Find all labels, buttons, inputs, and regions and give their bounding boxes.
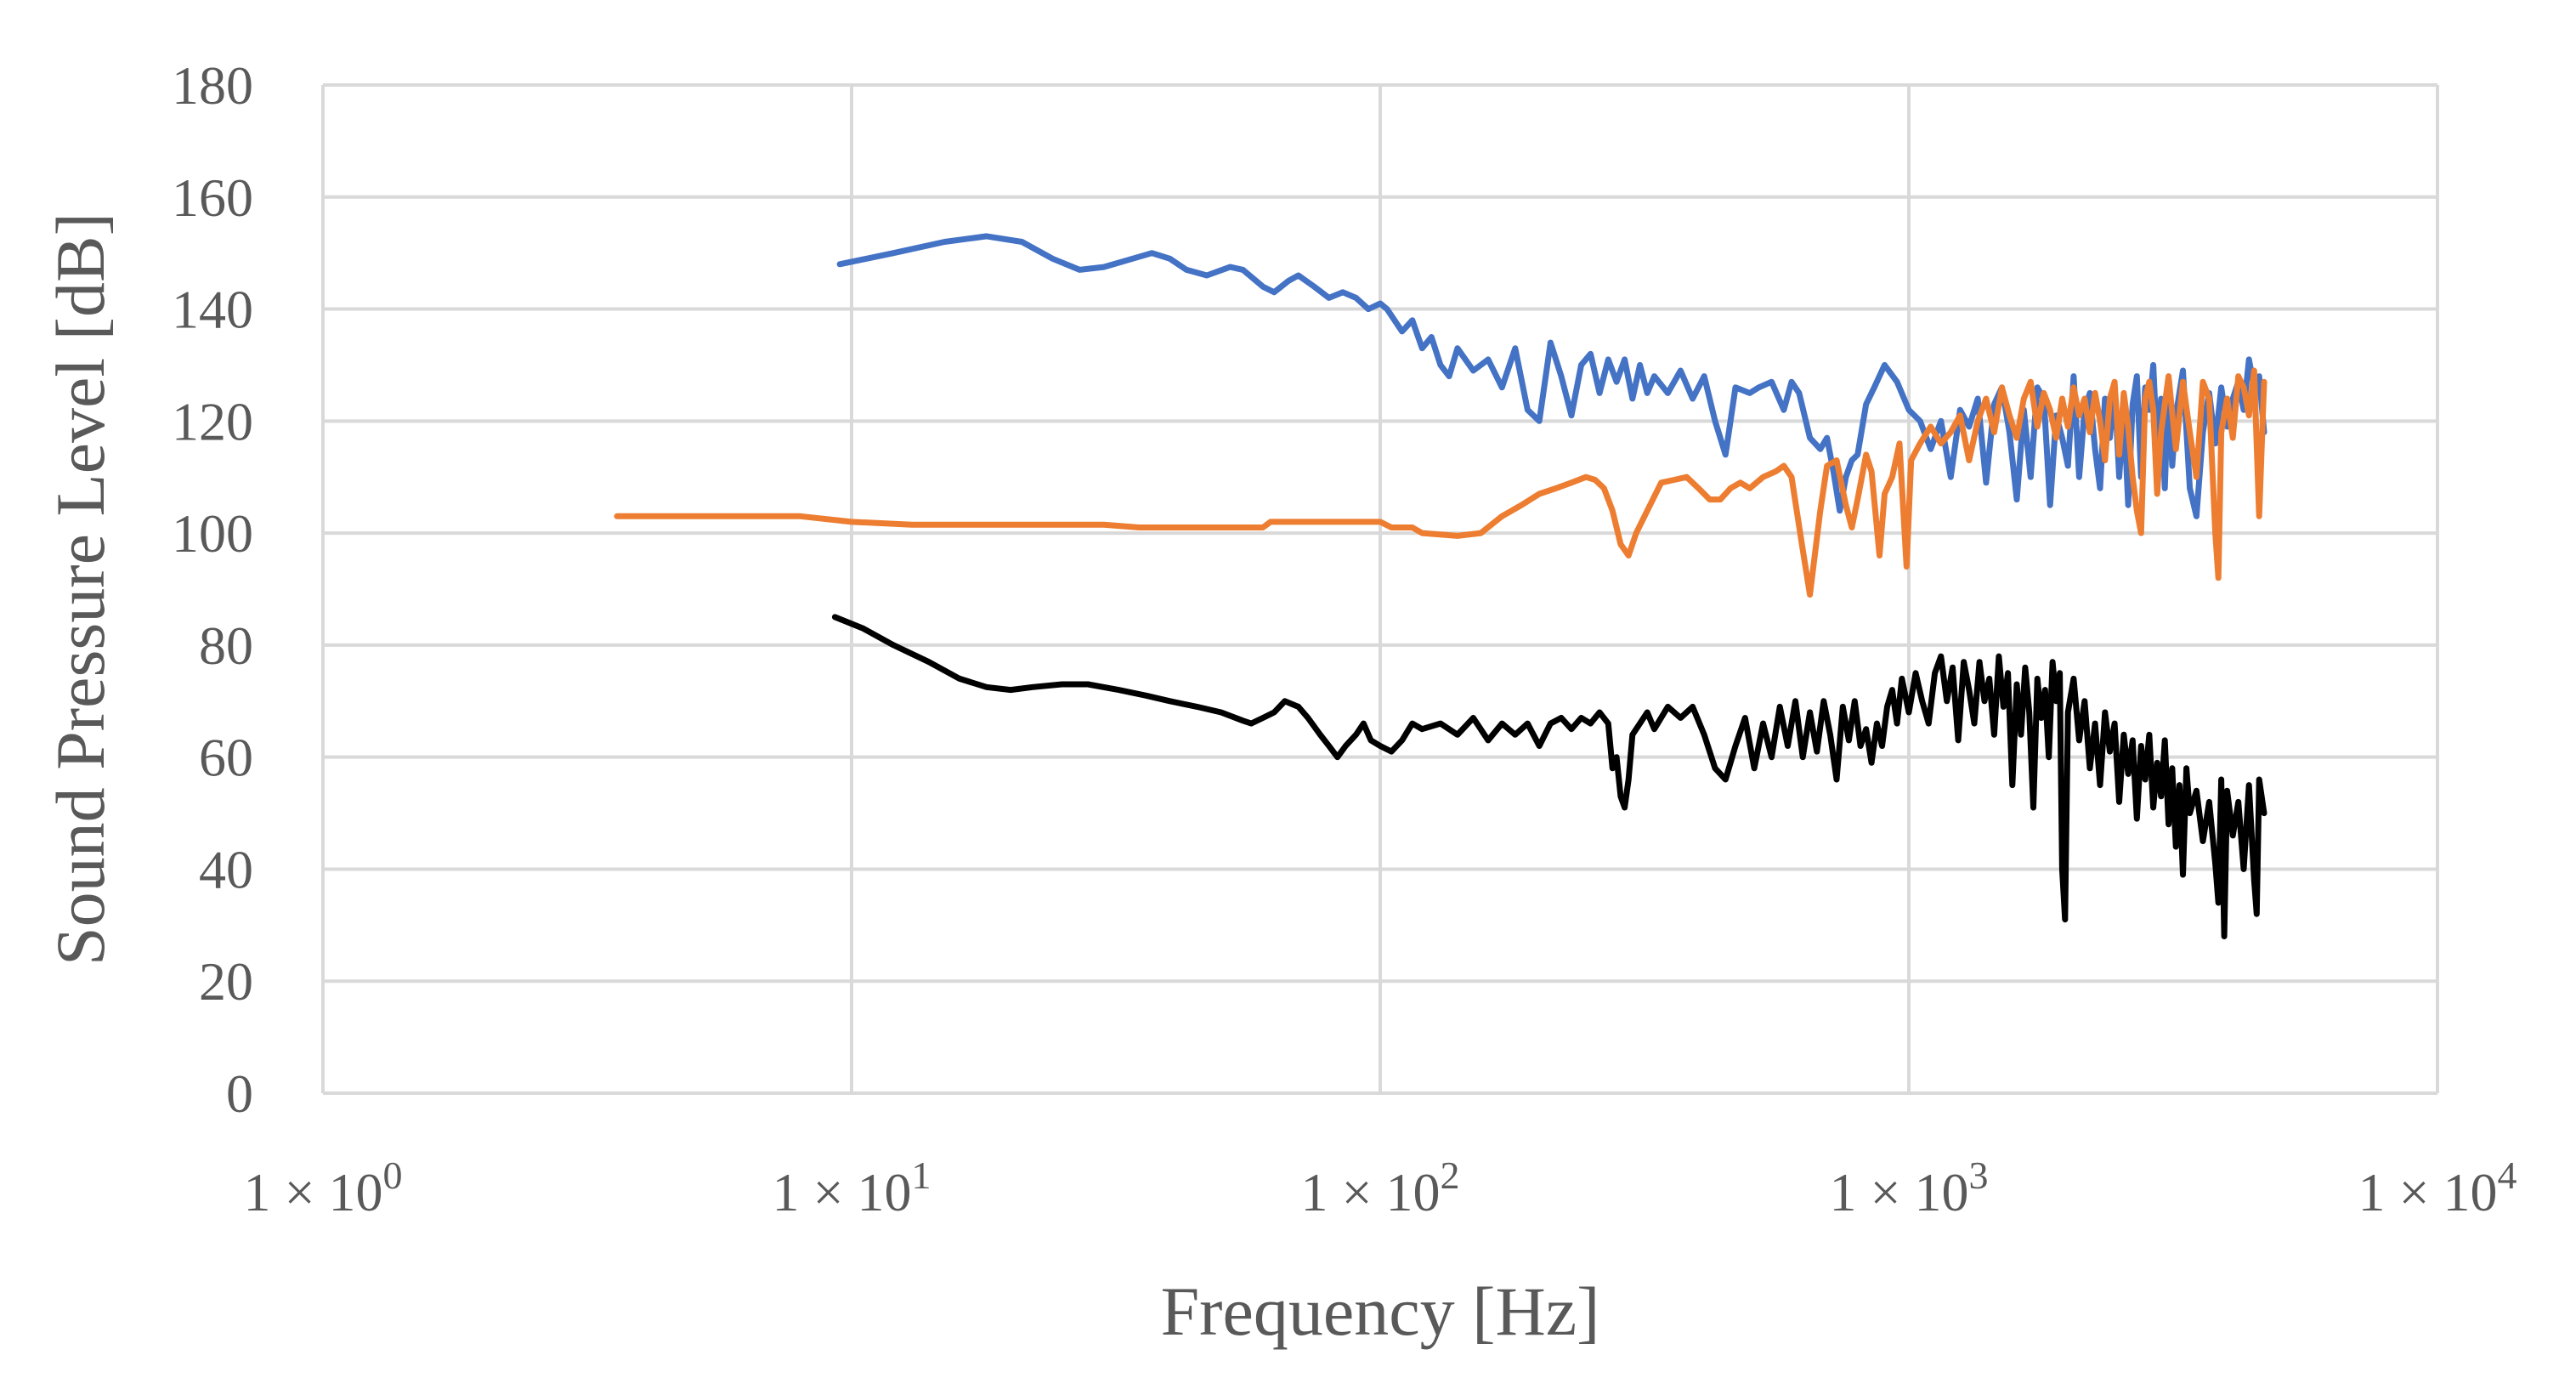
y-tick-label: 140	[172, 280, 253, 340]
series-line-orange	[614, 367, 2267, 598]
y-axis-title: Sound Pressure Level [dB]	[42, 213, 119, 966]
y-tick-label: 160	[172, 167, 253, 228]
y-tick-label: 100	[172, 503, 253, 564]
y-tick-label: 20	[199, 951, 253, 1012]
y-tick-label: 0	[226, 1063, 253, 1124]
x-axis-title: Frequency [Hz]	[1161, 1273, 1600, 1350]
y-tick-label: 60	[199, 728, 253, 788]
series-group	[614, 233, 2267, 939]
x-tick-label: 1 × 100	[243, 1154, 402, 1222]
y-tick-label: 40	[199, 839, 253, 899]
grid	[321, 83, 2439, 1093]
x-tick-label: 1 × 101	[772, 1154, 931, 1222]
tick-labels: 0 20 40 60 80 100 120 140 160 180 1 × 100 1 × 101 1 …	[172, 55, 2517, 1222]
series-line-blue	[836, 233, 2267, 519]
y-tick-label: 80	[199, 615, 253, 676]
series-line-black	[831, 614, 2267, 939]
y-tick-label: 120	[172, 391, 253, 451]
x-tick-label: 1 × 102	[1300, 1154, 1459, 1222]
x-tick-label: 1 × 104	[2358, 1154, 2517, 1222]
x-tick-label: 1 × 103	[1829, 1154, 1988, 1222]
y-tick-label: 180	[172, 55, 253, 116]
